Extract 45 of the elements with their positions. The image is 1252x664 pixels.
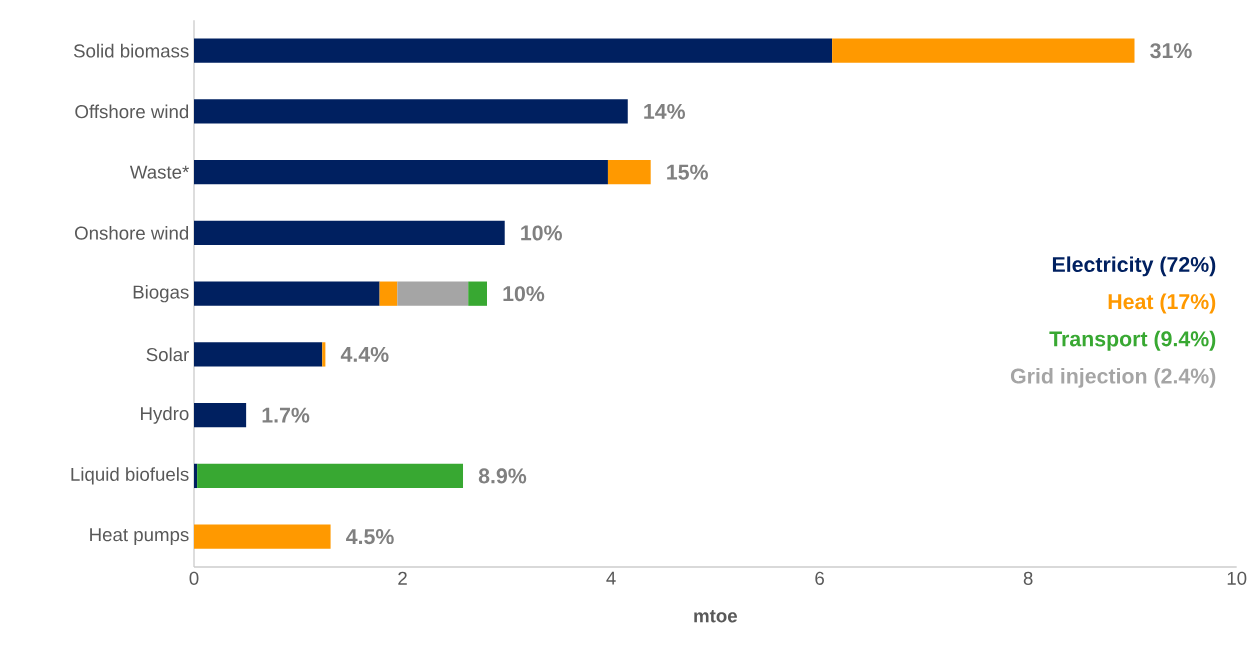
- y-tick-label: Heat pumps: [90, 528, 189, 545]
- text: Heat (17%): [1108, 293, 1216, 314]
- x-tick-label: 4: [606, 571, 616, 585]
- x-tick-label: 10: [1227, 571, 1247, 585]
- x-tick-label: 8: [1023, 571, 1033, 585]
- x-axis-title: mtoe: [694, 610, 737, 623]
- x-tick-label: 0: [189, 571, 199, 585]
- bar: [194, 220, 505, 246]
- text: Grid injection (2.4%): [1010, 367, 1216, 388]
- bar: [194, 38, 833, 63]
- annotation: 4.4%: [340, 346, 389, 362]
- annotation: 14%: [644, 103, 686, 119]
- annotation: 10%: [503, 286, 545, 302]
- y-tick-label: Solid biomass: [73, 43, 189, 58]
- y-tick-label: Onshore wind: [75, 226, 189, 240]
- x-tick-label: 2: [398, 571, 407, 585]
- annotation: 31%: [1150, 43, 1192, 59]
- y-tick-label: Hydro: [141, 406, 189, 424]
- bar: [379, 281, 398, 306]
- bar: [397, 281, 469, 306]
- bar: [194, 281, 380, 306]
- y-tick-label: Waste*: [129, 165, 190, 179]
- y-tick-label: Offshore wind: [75, 104, 189, 119]
- bar: [194, 403, 247, 428]
- annotation: 8.9%: [478, 468, 527, 484]
- annotation: 4.5%: [346, 529, 394, 545]
- bar: [832, 38, 1135, 63]
- bar: [468, 281, 487, 306]
- x-tick-label: 6: [815, 571, 824, 585]
- bar: [322, 342, 326, 367]
- bar: [194, 342, 323, 367]
- bar: [194, 160, 608, 185]
- text: Electricity (72%): [1052, 256, 1216, 277]
- y-tick-label: Solar: [146, 347, 189, 362]
- y-tick-label: Liquid biofuels: [71, 467, 189, 485]
- annotation: 1.7%: [262, 407, 310, 423]
- annotation: 15%: [667, 164, 708, 180]
- text: Transport (9.4%): [1049, 330, 1216, 351]
- y-tick-label: Biogas: [133, 284, 189, 303]
- annotation: 10%: [521, 225, 562, 241]
- bar: [194, 524, 331, 549]
- bar: [197, 463, 464, 489]
- bar: [194, 463, 198, 489]
- bar: [607, 160, 651, 185]
- bar: [194, 99, 628, 124]
